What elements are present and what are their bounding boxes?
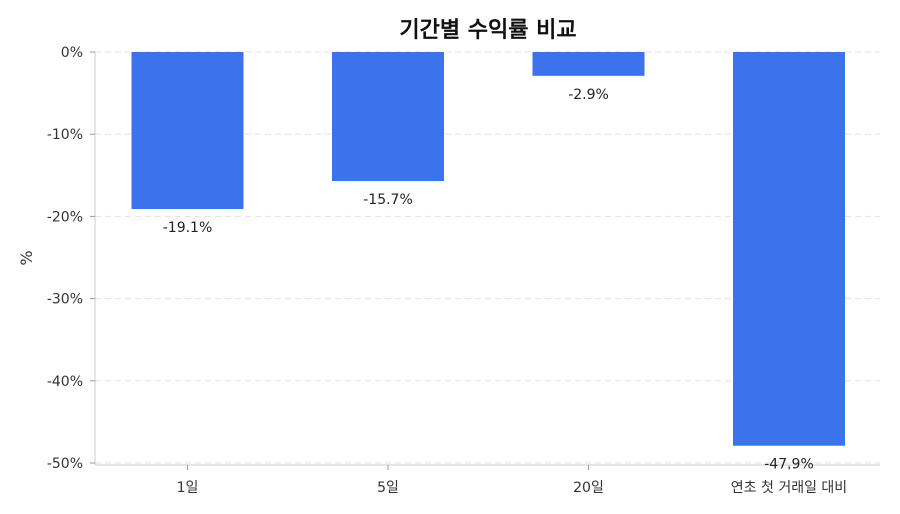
bar	[532, 52, 645, 76]
data-label: -47.9%	[764, 457, 814, 473]
data-labels: -19.1% -15.7% -2.9% -47.9%	[163, 87, 814, 473]
x-tick-label: 연초 첫 거래일 대비	[731, 480, 847, 496]
chart-title: 기간별 수익률 비교	[399, 18, 576, 43]
y-ticks: 0% -10% -20% -30% -40% -50%	[47, 45, 95, 472]
bars	[131, 52, 845, 446]
y-axis-label: %	[17, 250, 36, 265]
x-tick-label: 1일	[177, 480, 199, 496]
y-tick-label: -40%	[47, 374, 83, 390]
axes	[94, 52, 880, 466]
y-tick-label: 0%	[61, 45, 83, 61]
x-tick-label: 20일	[573, 480, 604, 496]
bar	[131, 52, 244, 210]
y-tick-label: -10%	[47, 127, 83, 143]
y-tick-label: -20%	[47, 209, 83, 225]
data-label: -19.1%	[163, 220, 213, 236]
y-tick-label: -50%	[47, 456, 83, 472]
data-label: -15.7%	[363, 192, 413, 208]
data-label: -2.9%	[568, 87, 609, 103]
y-tick-label: -30%	[47, 292, 83, 308]
x-tick-label: 5일	[377, 480, 399, 496]
x-ticks: 1일 5일 20일 연초 첫 거래일 대비	[177, 465, 847, 496]
bar	[332, 52, 444, 182]
bar	[733, 52, 845, 446]
